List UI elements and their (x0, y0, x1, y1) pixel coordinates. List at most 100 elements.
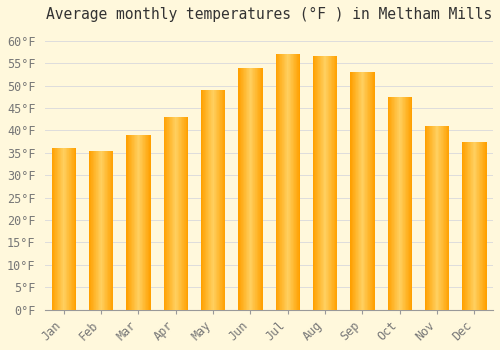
Bar (350, 72, 351, 310)
Bar (432, 126, 433, 310)
Bar (428, 126, 429, 310)
Bar (283, 54, 284, 310)
Bar (447, 126, 448, 310)
Bar (322, 56, 324, 310)
Bar (139, 135, 140, 310)
Bar (96, 150, 97, 310)
Bar (484, 142, 486, 310)
Bar (102, 150, 103, 310)
Bar (326, 56, 327, 310)
Bar (435, 126, 436, 310)
Bar (278, 54, 280, 310)
Bar (445, 126, 446, 310)
Bar (184, 117, 185, 310)
Bar (433, 126, 434, 310)
Bar (315, 56, 316, 310)
Bar (90, 150, 91, 310)
Bar (68, 148, 70, 310)
Bar (404, 97, 405, 310)
Bar (430, 126, 431, 310)
Bar (213, 90, 214, 310)
Bar (431, 126, 432, 310)
Bar (111, 150, 112, 310)
Bar (393, 97, 394, 310)
Bar (409, 97, 410, 310)
Bar (287, 54, 288, 310)
Bar (175, 117, 176, 310)
Bar (185, 117, 186, 310)
Bar (101, 150, 102, 310)
Bar (239, 68, 240, 310)
Bar (389, 97, 390, 310)
Bar (357, 72, 358, 310)
Bar (186, 117, 188, 310)
Bar (324, 56, 325, 310)
Bar (145, 135, 146, 310)
Bar (67, 148, 68, 310)
Bar (244, 68, 245, 310)
Bar (280, 54, 281, 310)
Bar (169, 117, 170, 310)
Bar (325, 56, 326, 310)
Bar (172, 117, 173, 310)
Bar (131, 135, 132, 310)
Bar (108, 150, 109, 310)
Bar (140, 135, 141, 310)
Bar (467, 142, 468, 310)
Bar (392, 97, 393, 310)
Bar (296, 54, 297, 310)
Bar (402, 97, 403, 310)
Bar (442, 126, 443, 310)
Bar (178, 117, 179, 310)
Bar (59, 148, 60, 310)
Bar (92, 150, 94, 310)
Bar (358, 72, 359, 310)
Bar (282, 54, 283, 310)
Bar (247, 68, 248, 310)
Bar (171, 117, 172, 310)
Bar (103, 150, 104, 310)
Bar (328, 56, 330, 310)
Bar (207, 90, 208, 310)
Bar (276, 54, 277, 310)
Bar (295, 54, 296, 310)
Bar (215, 90, 216, 310)
Bar (205, 90, 206, 310)
Bar (220, 90, 221, 310)
Bar (74, 148, 76, 310)
Bar (436, 126, 437, 310)
Bar (277, 54, 278, 310)
Bar (443, 126, 444, 310)
Bar (388, 97, 389, 310)
Bar (327, 56, 328, 310)
Bar (429, 126, 430, 310)
Bar (284, 54, 286, 310)
Bar (210, 90, 212, 310)
Bar (223, 90, 224, 310)
Bar (174, 117, 175, 310)
Bar (405, 97, 406, 310)
Bar (136, 135, 138, 310)
Bar (438, 126, 439, 310)
Bar (258, 68, 259, 310)
Bar (62, 148, 63, 310)
Bar (399, 97, 400, 310)
Bar (206, 90, 207, 310)
Bar (472, 142, 473, 310)
Bar (246, 68, 247, 310)
Bar (54, 148, 56, 310)
Bar (141, 135, 142, 310)
Bar (259, 68, 260, 310)
Bar (401, 97, 402, 310)
Bar (168, 117, 169, 310)
Bar (319, 56, 320, 310)
Bar (110, 150, 111, 310)
Bar (126, 135, 127, 310)
Bar (362, 72, 363, 310)
Bar (216, 90, 217, 310)
Bar (98, 150, 100, 310)
Bar (261, 68, 262, 310)
Bar (369, 72, 370, 310)
Bar (61, 148, 62, 310)
Bar (334, 56, 335, 310)
